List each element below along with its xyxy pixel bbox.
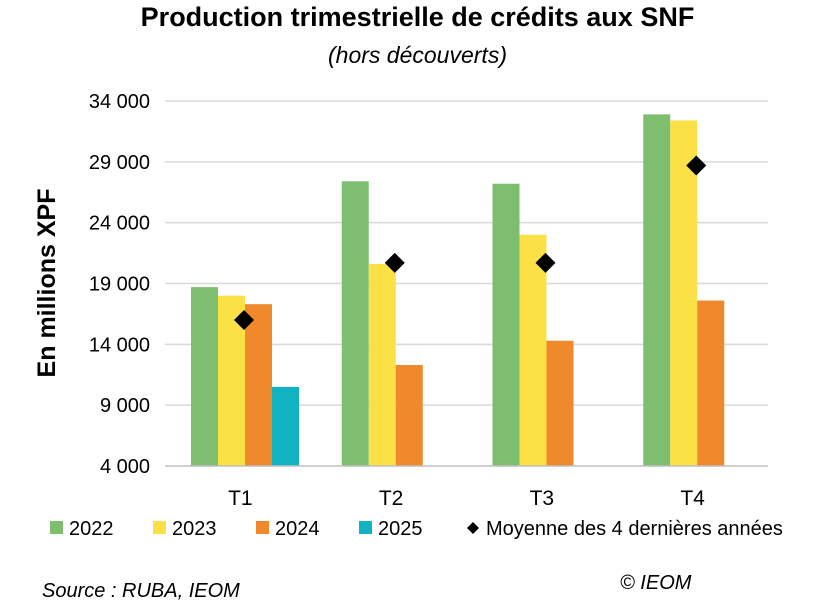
- bar-2022-T3: [492, 183, 520, 466]
- legend-layer: 2022 2023 2024 2025 Moyenne des 4 dernières …: [50, 518, 783, 540]
- bar-layer: [191, 114, 725, 467]
- marker-layer: [234, 155, 707, 330]
- x-tick-label: T1: [228, 487, 253, 510]
- y-tick-label: 34 000: [89, 91, 150, 113]
- bar-2022-T1: [191, 287, 218, 466]
- y-tick-label: 9 000: [100, 395, 150, 417]
- chart-subtitle: (hors découverts): [328, 42, 507, 68]
- y-tick-label: 4 000: [100, 456, 150, 478]
- bar-2025-T1: [272, 386, 299, 466]
- average-marker-T2: [384, 252, 405, 273]
- bar-2023-T4: [670, 120, 698, 466]
- bar-2022-T2: [341, 181, 369, 467]
- legend-swatch-2025: [359, 521, 372, 534]
- x-tick-label: T4: [680, 487, 705, 510]
- y-tick-label: 29 000: [89, 152, 150, 174]
- legend-swatch-2022: [50, 521, 63, 534]
- bar-2024-T3: [546, 340, 574, 466]
- source-note: Source : RUBA, IEOM: [42, 580, 240, 602]
- legend-swatch-average: [467, 522, 479, 534]
- axis-layer: 4 000 9 000 14 000 19 000 24 000 29 000 34 000…: [89, 91, 768, 510]
- y-axis-label: En millions XPF: [33, 189, 61, 378]
- bar-2024-T4: [697, 300, 725, 466]
- bar-2023-T2: [368, 264, 396, 466]
- legend-swatch-2023: [153, 521, 166, 534]
- y-tick-label: 19 000: [89, 274, 150, 296]
- x-tick-label: T2: [379, 487, 404, 510]
- chart-title: Production trimestrielle de crédits aux …: [140, 2, 695, 32]
- average-marker-T1: [234, 310, 254, 330]
- y-tick-label: 14 000: [89, 334, 150, 356]
- legend-label-2025: 2025: [378, 518, 423, 540]
- bar-2022-T4: [643, 114, 671, 466]
- legend-label-2023: 2023: [172, 518, 217, 540]
- average-marker-T4: [686, 155, 707, 176]
- x-tick-label: T3: [530, 487, 555, 510]
- copyright-note: © IEOM: [620, 572, 692, 594]
- bar-2024-T1: [245, 304, 272, 466]
- legend-label-2022: 2022: [69, 518, 114, 540]
- legend-label-2024: 2024: [275, 518, 320, 540]
- y-tick-label: 24 000: [89, 213, 150, 235]
- average-marker-T3: [535, 252, 556, 273]
- bar-2023-T3: [519, 234, 547, 466]
- bar-2024-T2: [395, 365, 423, 466]
- legend-label-average: Moyenne des 4 dernières années: [486, 518, 783, 540]
- legend-swatch-2024: [256, 521, 269, 534]
